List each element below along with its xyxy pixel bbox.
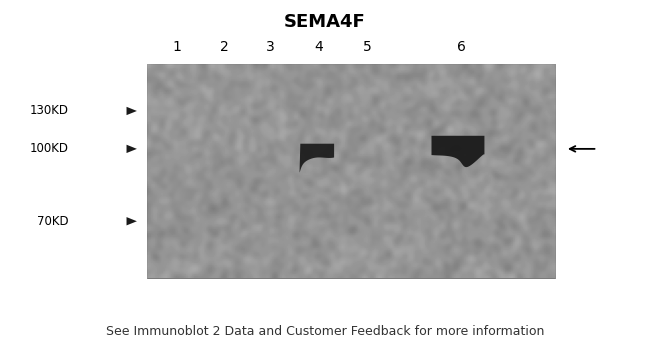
Text: 2: 2	[220, 40, 229, 54]
Text: 130KD: 130KD	[30, 104, 69, 118]
Text: See Immunoblot 2 Data and Customer Feedback for more information: See Immunoblot 2 Data and Customer Feedb…	[106, 326, 544, 338]
Polygon shape	[432, 136, 484, 167]
Text: 70KD: 70KD	[37, 215, 69, 228]
Polygon shape	[127, 107, 137, 115]
Bar	[147, 64, 555, 278]
Text: 100KD: 100KD	[30, 142, 69, 155]
Text: 3: 3	[265, 40, 274, 54]
Text: 4: 4	[314, 40, 323, 54]
Polygon shape	[300, 144, 334, 173]
Polygon shape	[127, 217, 137, 225]
Polygon shape	[127, 145, 137, 153]
Text: 6: 6	[457, 40, 465, 54]
Text: 5: 5	[363, 40, 372, 54]
Text: 1: 1	[173, 40, 181, 54]
Text: SEMA4F: SEMA4F	[284, 13, 366, 31]
